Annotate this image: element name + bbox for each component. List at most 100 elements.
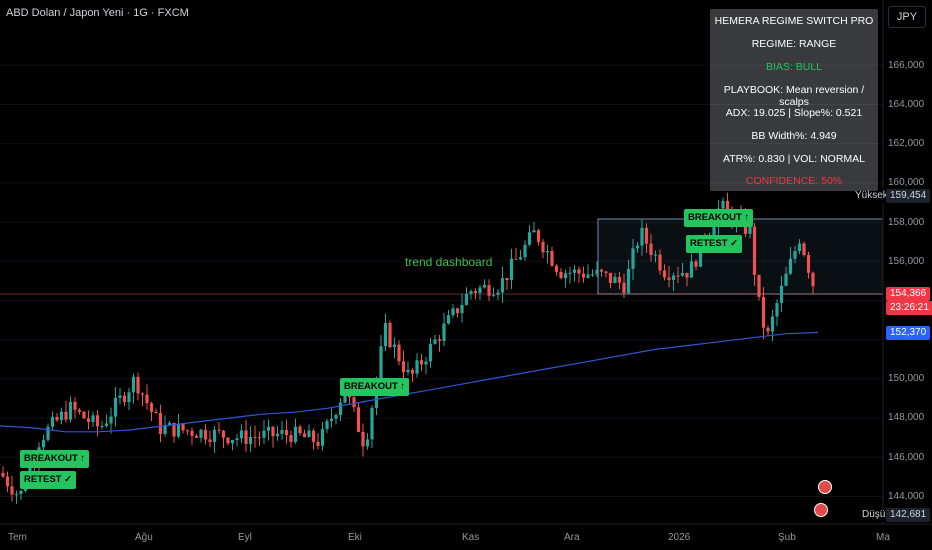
candle-body xyxy=(352,397,356,408)
candle-body xyxy=(370,407,374,440)
time-tick: Ara xyxy=(564,532,580,543)
price-tick: 162,000 xyxy=(888,138,925,149)
candle-body xyxy=(626,268,631,293)
candle-body xyxy=(253,436,257,438)
candle-body xyxy=(343,391,347,403)
candle-body xyxy=(455,308,460,314)
breakout-signal: BREAKOUT ↑ xyxy=(340,378,410,396)
retest-signal: RETEST ✓ xyxy=(686,235,743,253)
candle-body xyxy=(239,430,244,439)
candle-body xyxy=(50,416,55,427)
candle-body xyxy=(563,273,568,279)
low-value-tag: 142,681 xyxy=(886,508,931,522)
candle-body xyxy=(775,302,779,317)
candle-body xyxy=(487,285,491,296)
candle-body xyxy=(10,486,14,495)
candle-body xyxy=(662,270,667,278)
candle-body xyxy=(154,411,158,414)
candle-body xyxy=(383,323,388,347)
candle-body xyxy=(644,227,649,244)
candle-body xyxy=(208,439,212,442)
candle-body xyxy=(554,265,559,272)
candle-body xyxy=(113,397,118,417)
candle-body xyxy=(307,430,311,438)
currency-selector[interactable]: JPY xyxy=(888,6,926,28)
candle-body xyxy=(194,435,199,438)
candle-body xyxy=(392,344,397,348)
candle-body xyxy=(433,339,437,344)
us-flag-event-icon[interactable] xyxy=(814,503,828,517)
playbook-text: PLAYBOOK: Mean reversion / scalps xyxy=(723,84,865,108)
candle-body xyxy=(203,429,208,440)
candle-body xyxy=(640,227,644,246)
candle-body xyxy=(712,226,716,236)
candle-body xyxy=(617,276,622,283)
candle-body xyxy=(550,250,554,266)
candle-body xyxy=(469,291,473,294)
candle-body xyxy=(698,239,703,267)
candle-body xyxy=(46,426,50,440)
candle-body xyxy=(577,269,581,274)
candle-body xyxy=(361,431,365,447)
candle-body xyxy=(676,275,680,277)
adx-text: ADX: 19.025 | Slope%: 0.521 xyxy=(725,107,863,119)
candle-body xyxy=(680,272,685,276)
candle-body xyxy=(280,429,284,434)
candle-body xyxy=(136,376,140,394)
us-flag-event-icon[interactable] xyxy=(818,480,832,494)
candle-body xyxy=(73,401,77,410)
price-tick: 156,000 xyxy=(888,256,925,267)
candle-body xyxy=(545,250,550,253)
candle-body xyxy=(172,423,176,437)
candle-body xyxy=(604,271,608,273)
candle-body xyxy=(622,282,626,293)
candle-body xyxy=(428,343,433,362)
candle-body xyxy=(671,275,676,280)
price-tick: 164,000 xyxy=(888,99,925,110)
candles xyxy=(1,192,815,504)
price-tick: 166,000 xyxy=(888,60,925,71)
candle-body xyxy=(293,426,298,442)
candle-body xyxy=(100,425,104,427)
candle-body xyxy=(406,369,410,373)
candle-body xyxy=(410,369,415,374)
candle-body xyxy=(104,423,109,426)
candle-body xyxy=(95,415,100,427)
candle-body xyxy=(379,346,383,380)
candle-body xyxy=(446,315,451,324)
candle-body xyxy=(320,429,325,446)
price-tick: 144,000 xyxy=(888,491,925,502)
candle-body xyxy=(806,254,811,273)
price-tick: 148,000 xyxy=(888,412,925,423)
candle-body xyxy=(608,272,613,283)
candle-body xyxy=(635,245,640,249)
price-tick: 146,000 xyxy=(888,452,925,463)
candle-body xyxy=(442,323,446,341)
candle-body xyxy=(424,361,428,365)
time-tick: Ağu xyxy=(135,532,153,543)
candle-body xyxy=(226,437,230,444)
candle-body xyxy=(329,418,334,421)
ma-value-tag: 152,370 xyxy=(886,326,931,340)
candle-body xyxy=(590,274,595,276)
candle-body xyxy=(109,416,113,424)
candle-body xyxy=(59,411,64,421)
atr-text: ATR%: 0.830 | VOL: NORMAL xyxy=(723,153,865,165)
high-value-tag: 159,454 xyxy=(886,189,931,203)
trend-dashboard-label: trend dashboard xyxy=(405,255,493,269)
candle-body xyxy=(581,273,586,278)
candle-body xyxy=(181,423,185,431)
time-tick: Tem xyxy=(8,532,27,543)
candle-body xyxy=(176,423,181,437)
breakout-signal: BREAKOUT ↑ xyxy=(20,450,90,468)
candle-body xyxy=(658,254,662,271)
symbol-title[interactable]: ABD Dolan / Japon Yeni · 1G · FXCM xyxy=(6,7,189,19)
candle-body xyxy=(77,409,82,412)
candle-body xyxy=(365,439,370,447)
candle-body xyxy=(685,272,689,278)
retest-signal: RETEST ✓ xyxy=(20,471,77,489)
candle-body xyxy=(257,437,262,439)
candle-body xyxy=(752,226,757,275)
candle-body xyxy=(244,430,248,444)
